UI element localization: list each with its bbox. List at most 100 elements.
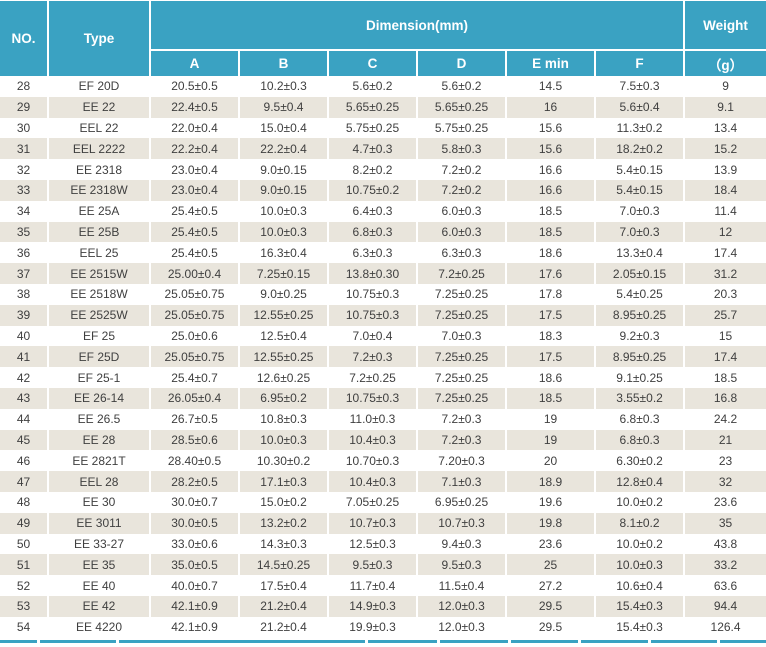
cell-dim-d: 7.25±0.25 [416,367,506,388]
cell-dim-f: 3.55±0.2 [593,387,685,409]
table-row: 34 EE 25A 25.4±0.5 10.0±0.3 6.4±0.3 6.0±0.3 18… [0,200,766,222]
cell-dim-b: 12.5±0.4 [238,325,328,347]
cell-dim-e-min: 17.5 [505,346,595,368]
table-row: 40 EF 25 25.0±0.6 12.5±0.4 7.0±0.4 7.0±0.3 18.… [0,325,766,347]
cell-type: EEL 28 [47,471,150,492]
cell-dim-a: 25.4±0.5 [149,200,239,222]
bottom-border-segment [40,639,116,643]
cell-type: EE 25A [47,200,150,222]
cell-dim-a: 26.05±0.4 [149,387,239,409]
cell-dim-f: 9.2±0.3 [593,325,685,347]
cell-dim-b: 10.0±0.3 [238,221,328,243]
bottom-border-segment [119,639,365,643]
cell-weight: 15.2 [683,138,766,160]
cell-dim-c: 10.75±0.3 [327,283,417,305]
cell-dim-d: 7.2±0.25 [416,263,506,284]
cell-dim-c: 5.65±0.25 [327,96,417,118]
cell-dim-f: 15.4±0.3 [593,616,685,638]
cell-dim-d: 9.4±0.3 [416,533,506,555]
cell-no: 45 [0,429,48,451]
col-header-dim-b: B [238,49,328,76]
cell-dim-e-min: 18.5 [505,221,595,243]
cell-dim-f: 6.30±0.2 [593,450,685,472]
col-header-weight: Weight [683,1,766,50]
cell-dim-d: 7.1±0.3 [416,471,506,492]
cell-weight: 31.2 [683,263,766,284]
cell-dim-c: 10.75±0.3 [327,387,417,409]
cell-type: EE 2525W [47,304,150,326]
cell-type: EEL 22 [47,117,150,139]
table-row: 51 EE 35 35.0±0.5 14.5±0.25 9.5±0.3 9.5±0.3 25… [0,554,766,576]
bottom-border-segment [581,639,648,643]
cell-weight: 18.4 [683,179,766,201]
cell-dim-a: 20.5±0.5 [149,76,239,97]
cell-weight: 94.4 [683,595,766,617]
cell-dim-a: 42.1±0.9 [149,616,239,638]
cell-dim-d: 7.25±0.25 [416,346,506,368]
cell-dim-f: 7.5±0.3 [593,76,685,97]
cell-type: EE 2318 [47,159,150,180]
cell-dim-e-min: 29.5 [505,616,595,638]
cell-dim-a: 25.4±0.5 [149,242,239,264]
cell-dim-d: 7.2±0.3 [416,429,506,451]
cell-dim-c: 12.5±0.3 [327,533,417,555]
table-row: 53 EE 42 42.1±0.9 21.2±0.4 14.9±0.3 12.0±0.3 2… [0,595,766,617]
cell-dim-f: 12.8±0.4 [593,471,685,492]
cell-weight: 12 [683,221,766,243]
cell-dim-c: 6.3±0.3 [327,242,417,264]
table-row: 45 EE 28 28.5±0.6 10.0±0.3 10.4±0.3 7.2±0.3 19… [0,429,766,451]
col-header-dim-c: C [327,49,417,76]
cell-dim-a: 30.0±0.5 [149,512,239,534]
cell-dim-b: 10.8±0.3 [238,408,328,430]
table-row: 52 EE 40 40.0±0.7 17.5±0.4 11.7±0.4 11.5±0.4 2… [0,575,766,596]
cell-dim-c: 14.9±0.3 [327,595,417,617]
cell-dim-e-min: 18.6 [505,367,595,388]
cell-dim-c: 7.2±0.3 [327,346,417,368]
cell-dim-a: 23.0±0.4 [149,179,239,201]
cell-dim-c: 7.05±0.25 [327,491,417,513]
cell-dim-c: 10.4±0.3 [327,471,417,492]
table-row: 33 EE 2318W 23.0±0.4 9.0±0.15 10.75±0.2 7.2±0… [0,179,766,201]
col-header-dim-e-min: E min [505,49,595,76]
cell-dim-d: 7.2±0.3 [416,408,506,430]
cell-dim-e-min: 17.8 [505,283,595,305]
sub-header-row: A B C D E min F （g） [0,49,766,76]
cell-dim-b: 21.2±0.4 [238,616,328,638]
cell-weight: 18.5 [683,367,766,388]
cell-no: 34 [0,200,48,222]
cell-dim-d: 12.0±0.3 [416,616,506,638]
cell-weight: 25.7 [683,304,766,326]
cell-dim-f: 10.0±0.3 [593,554,685,576]
cell-dim-d: 6.0±0.3 [416,221,506,243]
cell-dim-f: 6.8±0.3 [593,429,685,451]
cell-dim-a: 28.40±0.5 [149,450,239,472]
cell-weight: 43.8 [683,533,766,555]
cell-type: EF 25 [47,325,150,347]
cell-no: 30 [0,117,48,139]
cell-dim-e-min: 27.2 [505,575,595,596]
col-header-dim-d: D [416,49,506,76]
cell-dim-f: 5.4±0.15 [593,179,685,201]
cell-dim-b: 6.95±0.2 [238,387,328,409]
table-row: 43 EE 26-14 26.05±0.4 6.95±0.2 10.75±0.3 7.25… [0,387,766,409]
cell-no: 50 [0,533,48,555]
cell-dim-f: 18.2±0.2 [593,138,685,160]
cell-dim-b: 12.55±0.25 [238,304,328,326]
cell-dim-e-min: 16.6 [505,179,595,201]
cell-type: EE 3011 [47,512,150,534]
cell-dim-c: 4.7±0.3 [327,138,417,160]
cell-dim-e-min: 19 [505,408,595,430]
main-header-row: NO. Type Dimension(mm) Weight [0,1,766,76]
col-header-dimension: Dimension(mm) [148,1,685,50]
cell-dim-e-min: 17.5 [505,304,595,326]
cell-dim-b: 9.5±0.4 [238,96,328,118]
bottom-border-segment [368,639,437,643]
cell-dim-f: 5.6±0.4 [593,96,685,118]
cell-no: 29 [0,96,48,118]
cell-no: 54 [0,616,48,638]
table-row: 41 EF 25D 25.05±0.75 12.55±0.25 7.2±0.3 7.25±… [0,346,766,368]
cell-type: EE 2518W [47,283,150,305]
table-row: 32 EE 2318 23.0±0.4 9.0±0.15 8.2±0.2 7.2±0.2 1… [0,159,766,180]
cell-weight: 15 [683,325,766,347]
